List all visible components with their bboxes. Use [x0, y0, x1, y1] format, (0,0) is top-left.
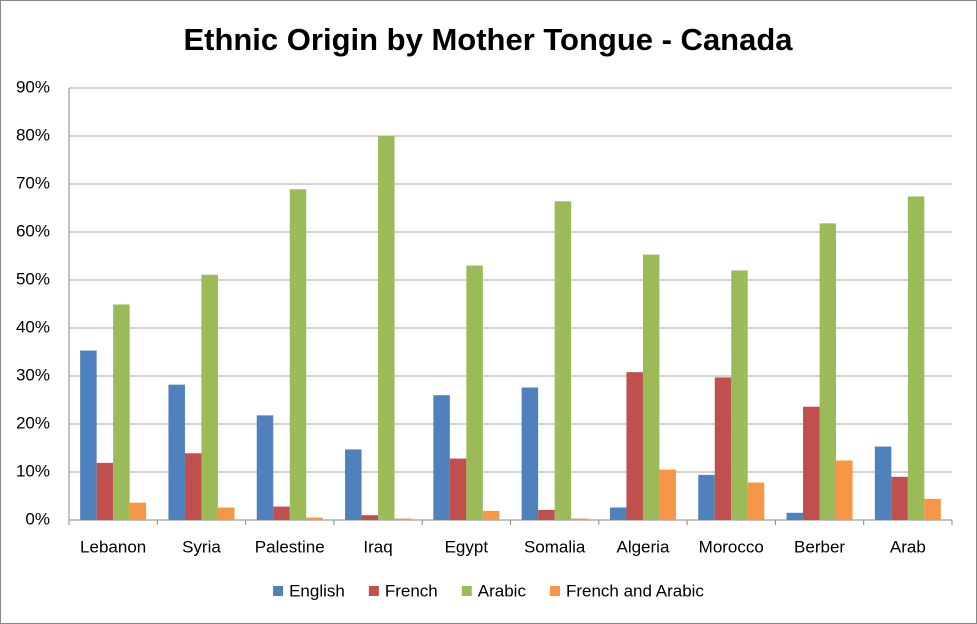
- bar: [201, 274, 218, 520]
- x-tick-label: Somalia: [524, 537, 586, 556]
- bar: [306, 517, 323, 520]
- legend-label: English: [289, 581, 345, 600]
- bar: [394, 518, 412, 520]
- legend-marker: [549, 586, 560, 596]
- bar: [273, 506, 290, 520]
- bar: [129, 502, 147, 520]
- bar: [626, 372, 643, 520]
- bar: [184, 453, 202, 520]
- bar: [571, 518, 588, 520]
- bar: [907, 196, 925, 521]
- legend-label: French and Arabic: [566, 581, 704, 600]
- bar: [482, 510, 500, 520]
- bar: [256, 415, 274, 520]
- bar: [698, 474, 715, 520]
- bar: [113, 304, 130, 520]
- bar: [747, 482, 765, 520]
- y-tick-label: 60%: [16, 221, 50, 240]
- x-tick-label: Iraq: [363, 537, 392, 556]
- bar: [168, 384, 185, 520]
- bar: [642, 254, 660, 520]
- bar: [433, 395, 450, 520]
- bar: [289, 189, 307, 520]
- y-tick-label: 0%: [25, 509, 50, 528]
- y-tick-label: 30%: [16, 365, 50, 384]
- y-tick-label: 70%: [16, 173, 50, 192]
- bar: [731, 270, 748, 520]
- bar: [659, 469, 676, 520]
- x-tick-label: Berber: [794, 537, 845, 556]
- bar: [836, 460, 853, 520]
- bar: [609, 507, 627, 520]
- y-tick-label: 80%: [16, 125, 50, 144]
- bar: [786, 512, 804, 520]
- legend-marker: [273, 586, 284, 596]
- bar: [891, 476, 908, 520]
- bar: [378, 136, 395, 520]
- y-tick-label: 10%: [16, 461, 50, 480]
- x-tick-label: Morocco: [699, 537, 764, 556]
- y-tick-label: 40%: [16, 317, 50, 336]
- x-tick-label: Syria: [182, 537, 221, 556]
- bar: [345, 449, 362, 520]
- bar: [819, 223, 837, 521]
- bar: [538, 509, 555, 520]
- legend-label: Arabic: [478, 581, 527, 600]
- bar: [714, 377, 732, 520]
- bar: [554, 201, 572, 520]
- chart-title: Ethnic Origin by Mother Tongue - Canada: [183, 22, 793, 57]
- x-tick-label: Egypt: [445, 537, 489, 556]
- bar: [361, 515, 379, 520]
- x-tick-label: Lebanon: [80, 537, 146, 556]
- bar: [803, 406, 820, 520]
- legend-label: French: [385, 581, 438, 600]
- bar: [217, 507, 235, 520]
- bar: [924, 498, 941, 520]
- bar: [80, 350, 97, 520]
- bar: [874, 446, 892, 520]
- bar: [466, 265, 483, 520]
- x-tick-label: Palestine: [255, 537, 325, 556]
- legend-marker: [461, 586, 472, 596]
- bar: [449, 458, 467, 520]
- x-tick-label: Algeria: [616, 537, 669, 556]
- bar: [521, 387, 539, 520]
- legend-marker: [368, 586, 379, 596]
- bar: [96, 462, 114, 520]
- x-tick-label: Arab: [890, 537, 926, 556]
- y-tick-label: 20%: [16, 413, 50, 432]
- y-tick-label: 90%: [16, 77, 50, 96]
- y-tick-label: 50%: [16, 269, 50, 288]
